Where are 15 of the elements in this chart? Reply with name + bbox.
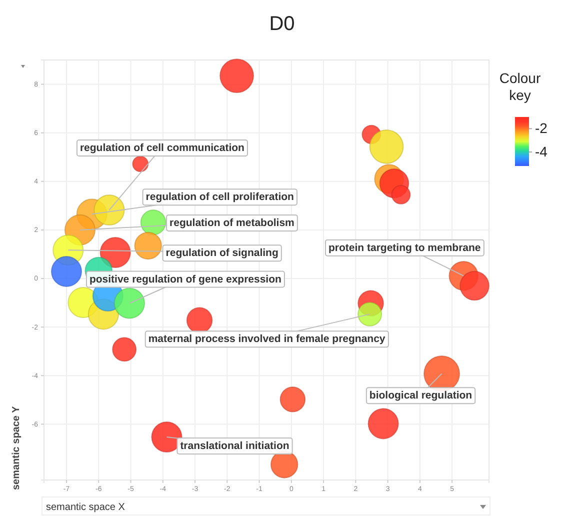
- x-axis-title: semantic space X: [46, 502, 126, 513]
- annotation: regulation of metabolism: [170, 216, 294, 229]
- annotation: maternal process involved in female pregnancy: [148, 333, 386, 346]
- chart-title: D0: [269, 13, 295, 35]
- annotation: regulation of signaling: [166, 247, 278, 260]
- color-bar-label: -4: [535, 143, 548, 160]
- annotation: regulation of cell proliferation: [146, 191, 294, 204]
- color-bar-label: -2: [535, 120, 548, 136]
- color-bar-title: Colour key: [499, 70, 541, 103]
- annotation: translational initiation: [180, 440, 290, 452]
- annotation: regulation of cell communication: [80, 142, 244, 154]
- y-axis-title: semantic space Y: [11, 406, 22, 490]
- annotation: biological regulation: [369, 390, 472, 402]
- annotation: protein targeting to membrane: [328, 242, 481, 254]
- annotation: positive regulation of gene expression: [89, 273, 282, 286]
